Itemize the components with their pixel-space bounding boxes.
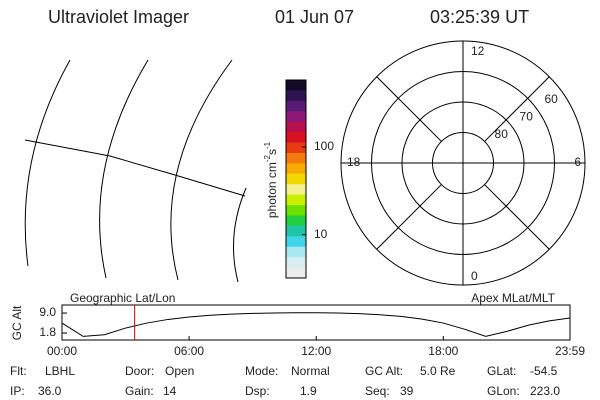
info-label: GC Alt: xyxy=(365,364,403,378)
longitude-line xyxy=(99,59,149,279)
info-label: GLat: xyxy=(487,364,516,378)
info-label: Flt: xyxy=(10,364,27,378)
info-label: Gain: xyxy=(125,384,154,398)
label-sup: -1 xyxy=(263,141,272,149)
altitude-line xyxy=(61,312,571,337)
ring-label: 60 xyxy=(545,92,559,106)
polar-spoke xyxy=(376,184,442,250)
mlt-label: 6 xyxy=(574,155,581,169)
colorbar-swatch xyxy=(286,100,306,112)
info-value: 36.0 xyxy=(38,384,62,398)
colorbar-swatch xyxy=(286,80,306,91)
colorbar-swatch xyxy=(286,257,306,269)
polar-spoke xyxy=(484,184,550,250)
y-tick-label: 1.8 xyxy=(39,325,56,339)
info-label: Mode: xyxy=(245,364,278,378)
ring-label: 70 xyxy=(520,110,534,124)
colorbar-swatch xyxy=(286,132,306,144)
colorbar-swatch xyxy=(286,236,306,248)
colorbar-swatch xyxy=(286,194,306,206)
geographic-grid xyxy=(24,59,247,283)
x-tick-label: 12:00 xyxy=(301,344,331,358)
colorbar-swatch xyxy=(286,215,306,227)
label-sup: -2 xyxy=(263,154,272,162)
x-tick-label: 18:00 xyxy=(428,344,458,358)
time: 03:25:39 UT xyxy=(430,7,529,27)
info-label: Door: xyxy=(125,364,154,378)
latitude-line xyxy=(24,139,246,197)
panel-title: Apex MLat/MLT xyxy=(471,291,555,305)
colorbar-label: photon cm-2s-1 xyxy=(263,141,279,218)
info-label: Dsp: xyxy=(245,384,270,398)
colorbar-swatch xyxy=(286,173,306,185)
info-value: 14 xyxy=(163,384,177,398)
longitude-line xyxy=(233,187,247,283)
x-tick-label: 23:59 xyxy=(555,344,585,358)
ring-label: 80 xyxy=(495,127,509,141)
info-value: -54.5 xyxy=(530,364,558,378)
polar-spoke xyxy=(484,76,550,142)
title: Ultraviolet Imager xyxy=(48,7,189,27)
y-tick-label: 9.0 xyxy=(39,305,56,319)
polar-spoke xyxy=(376,76,442,142)
colorbar-swatch xyxy=(286,90,306,102)
info-label: GLon: xyxy=(487,384,520,398)
colorbar-swatch xyxy=(286,246,306,258)
mlt-label: 18 xyxy=(347,155,361,169)
colorbar-swatch xyxy=(286,152,306,164)
colorbar-frame xyxy=(285,79,307,279)
colorbar-swatch xyxy=(286,163,306,175)
info-value: Normal xyxy=(291,364,330,378)
info-label: IP: xyxy=(10,384,25,398)
colorbar-swatch xyxy=(286,111,306,123)
longitude-line xyxy=(24,59,71,267)
label-part: s xyxy=(265,149,279,155)
mlt-label: 0 xyxy=(471,269,478,283)
label-part: photon cm xyxy=(265,162,279,218)
info-value: LBHL xyxy=(45,364,75,378)
info-label: Seq: xyxy=(365,384,390,398)
info-value: Open xyxy=(165,364,194,378)
colorbar-tick-label: 100 xyxy=(314,139,334,153)
info-value: 1.9 xyxy=(300,384,317,398)
info-value: 39 xyxy=(400,384,414,398)
x-tick-label: 00:00 xyxy=(47,344,77,358)
colorbar-swatch xyxy=(286,267,306,279)
colorbar-swatch xyxy=(286,184,306,196)
mlt-label: 12 xyxy=(471,44,485,58)
panel-title: Geographic Lat/Lon xyxy=(70,291,175,305)
info-value: 223.0 xyxy=(530,384,560,398)
info-value: 5.0 Re xyxy=(420,364,456,378)
y-label: GC Alt xyxy=(10,305,24,340)
colorbar-tick-label: 10 xyxy=(314,227,328,241)
date: 01 Jun 07 xyxy=(275,7,354,27)
x-tick-label: 06:00 xyxy=(174,344,204,358)
colorbar-swatch xyxy=(286,205,306,216)
longitude-line xyxy=(170,59,233,281)
colorbar-swatch xyxy=(286,121,306,133)
colorbar-swatch xyxy=(286,225,306,237)
colorbar-swatch xyxy=(286,142,306,154)
